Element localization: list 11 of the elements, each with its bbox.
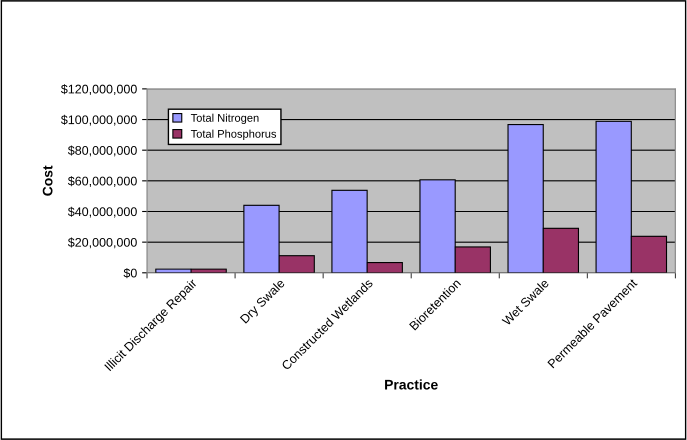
- y-tick-label: $40,000,000: [68, 206, 137, 218]
- y-tick-label: $20,000,000: [68, 237, 137, 248]
- legend-label: Total Phosphorus: [190, 130, 276, 140]
- y-tick-label: $80,000,000: [68, 145, 137, 156]
- y-tick-label: $60,000,000: [68, 176, 137, 187]
- legend-label: Total Nitrogen: [190, 114, 258, 124]
- y-axis-title: Cost: [42, 166, 53, 196]
- y-tick-label: $120,000,000: [60, 84, 137, 96]
- y-tick-label: $100,000,000: [60, 114, 137, 126]
- x-axis-title: Practice: [385, 379, 438, 390]
- y-tick-label: $0: [124, 268, 137, 278]
